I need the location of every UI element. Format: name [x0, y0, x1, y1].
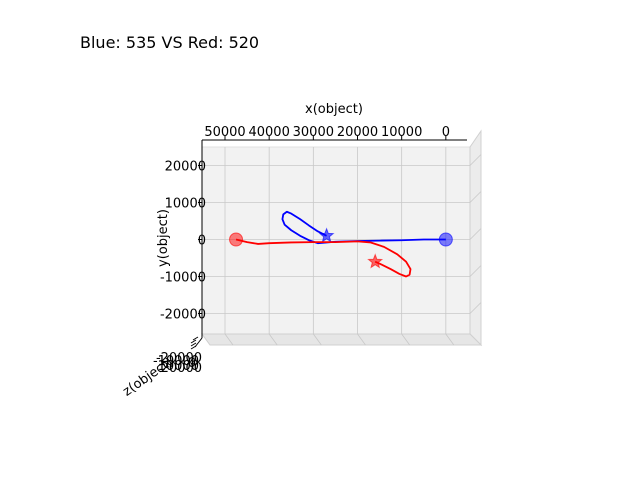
floor-pane [201, 333, 483, 346]
y-tick-labels: 20000 10000 0 -10000 -20000 [160, 160, 206, 323]
x-tick-label: 0 [442, 125, 450, 140]
x-grid-floor-line [313, 333, 322, 346]
series-line-1 [235, 238, 412, 278]
x-tick-label: 20000 [337, 125, 378, 140]
start-marker-0 [438, 232, 453, 247]
chart-title: Blue: 535 VS Red: 520 [80, 33, 260, 52]
y-grid-side-line [469, 191, 482, 203]
z-tick-label: 10000 [158, 359, 199, 374]
x-grid-floor-line [445, 333, 455, 346]
y-grid-side-line [469, 228, 482, 240]
z-axis-label: z(object) [120, 355, 175, 400]
x-tick-label: 40000 [248, 125, 289, 140]
x-tick-label: 30000 [293, 125, 334, 140]
x-tick-label: 10000 [381, 125, 422, 140]
z-tick-mark [190, 342, 197, 347]
x-tick-label: 50000 [204, 125, 245, 140]
y-tick-label: 0 [198, 234, 206, 249]
x-grid-floor-line [401, 333, 410, 346]
z-tick-mark [190, 345, 197, 350]
z-tick-mark [190, 339, 197, 344]
y-tick-label: -20000 [160, 308, 206, 323]
x-grid-floor-line [268, 333, 278, 346]
end-marker-1 [367, 253, 384, 269]
x-grid-floor-line [224, 333, 234, 346]
axis-panes [201, 129, 483, 347]
x-grid-floor-line [357, 333, 366, 346]
z-tick-label: 20000 [161, 361, 202, 376]
y-tick-label: 10000 [165, 197, 206, 212]
y-axis-label: y(object) [156, 209, 171, 267]
z-tick-mark [192, 336, 199, 341]
z-tick-label: -10000 [153, 354, 199, 369]
z-tick-label: 0 [188, 356, 196, 371]
start-marker-1 [229, 232, 244, 247]
end-marker-0 [318, 227, 335, 243]
z-tick-label: -20000 [156, 351, 202, 366]
z-axis-line [194, 337, 203, 348]
y-tick-label: -10000 [160, 271, 206, 286]
y-grid-side-line [469, 265, 482, 277]
y-grid-side-line [469, 302, 482, 314]
series-group [229, 210, 453, 278]
series-line-0 [281, 210, 446, 245]
x-tick-labels: 50000 40000 30000 20000 10000 0 [204, 125, 450, 140]
y-grid-side-line [469, 154, 482, 166]
y-tick-label: 20000 [165, 160, 206, 175]
x-axis-label: x(object) [305, 102, 363, 117]
